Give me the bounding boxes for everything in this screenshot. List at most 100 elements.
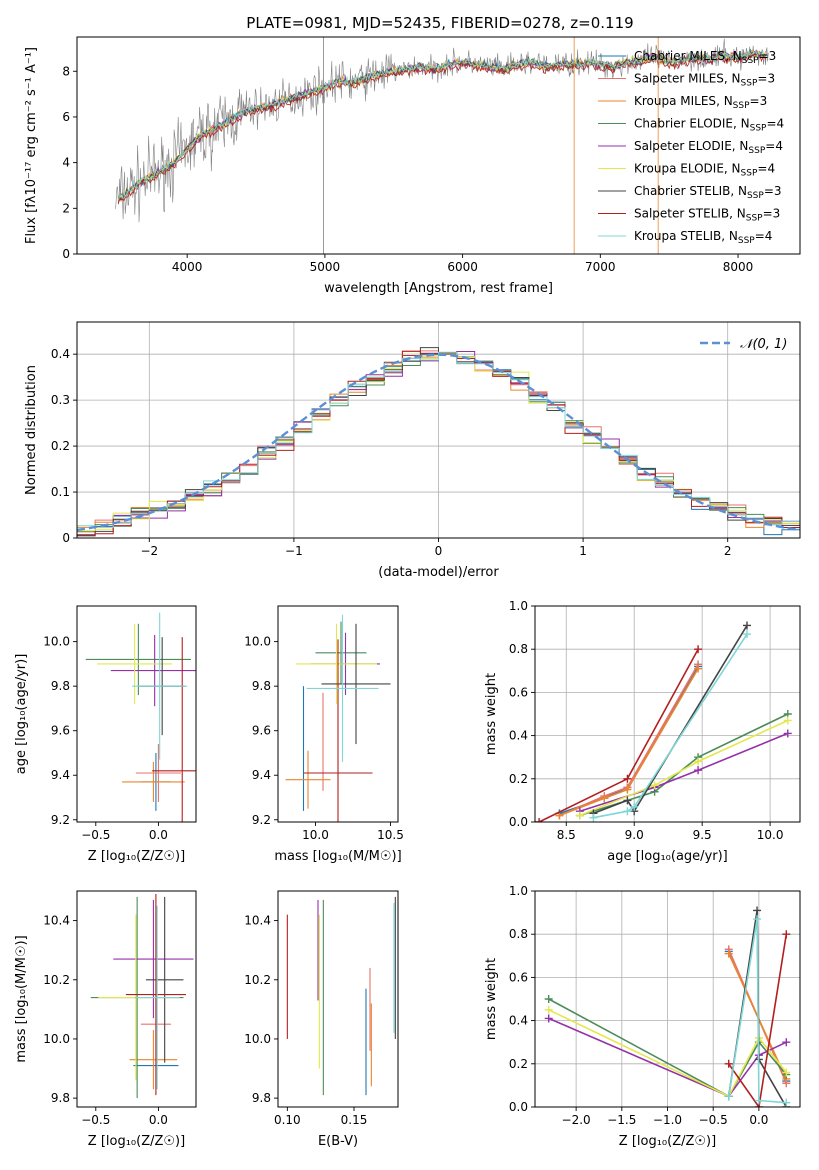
y-axis-label: Normed distribution xyxy=(24,365,39,495)
panel-mass-vs-ebv: 0.10 0.15 9.8 10.0 10.2 10.4 E(B-V) xyxy=(244,890,399,1149)
x-tick-label: −1.0 xyxy=(653,1113,682,1127)
panel-mass-vs-Z: −0.5 0.0 9.8 10.0 10.2 10.4 Z [log₁₀(Z/Z☉)] mas… xyxy=(14,890,197,1149)
y-tick-label: 0.2 xyxy=(51,439,70,453)
legend-nssp-subscript: SSP xyxy=(746,214,763,224)
x-tick-label: 0.0 xyxy=(149,828,168,842)
x-axis-label: age [log₁₀(age/yr)] xyxy=(607,849,728,864)
y-tick-label: 10.0 xyxy=(43,1032,70,1046)
plot-area xyxy=(77,347,800,537)
x-tick-label: −0.5 xyxy=(699,1113,728,1127)
y-tick-label: 9.8 xyxy=(252,1091,271,1105)
y-tick-label: 10.2 xyxy=(244,973,271,987)
weight-line xyxy=(727,918,787,1104)
plot-area xyxy=(535,621,792,822)
legend-entry: Salpeter MILES, NSSP=3 xyxy=(634,72,775,89)
y-axis-label: mass [log₁₀(M/M☉)] xyxy=(14,935,29,1062)
legend-entry: Chabrier STELIB, NSSP=3 xyxy=(634,184,782,201)
y-tick-label: 9.8 xyxy=(252,679,271,693)
y-tick-label: 9.8 xyxy=(51,679,70,693)
x-tick-label: −2 xyxy=(140,544,158,558)
y-tick-label: 0.4 xyxy=(509,729,528,743)
x-tick-label: 10.0 xyxy=(302,828,329,842)
legend-nssp-subscript: SSP xyxy=(741,169,758,179)
legend: 𝒩(0, 1) xyxy=(700,337,787,352)
model-spectrum xyxy=(117,51,767,205)
legend-nssp-prefix: , N xyxy=(724,162,741,176)
x-axis-label: Z [log₁₀(Z/Z☉)] xyxy=(88,1134,185,1149)
weight-marker xyxy=(724,1092,733,1101)
weight-marker xyxy=(724,949,733,958)
weight-marker xyxy=(544,995,553,1003)
weight-line xyxy=(579,732,789,812)
legend-entry: Kroupa ELODIE, NSSP=4 xyxy=(634,162,775,179)
x-tick-label: 5000 xyxy=(310,260,341,274)
x-axis-label: Z [log₁₀(Z/Z☉)] xyxy=(88,849,185,864)
y-tick-label: 10.0 xyxy=(244,1032,271,1046)
weight-marker xyxy=(630,802,639,811)
figure-title: PLATE=0981, MJD=52435, FIBERID=0278, z=0… xyxy=(246,14,633,32)
weight-line xyxy=(559,663,699,817)
y-tick-label: 0.3 xyxy=(51,393,70,407)
weight-line xyxy=(548,1017,787,1098)
legend-nssp-prefix: , N xyxy=(729,207,746,221)
weight-marker xyxy=(783,716,792,725)
y-axis-label: age [log₁₀(age/yr)] xyxy=(14,654,29,775)
y-tick-label: 0 xyxy=(62,531,70,545)
x-tick-label: 0.0 xyxy=(149,1113,168,1127)
model-spectrum xyxy=(117,49,766,201)
x-tick-label: 8000 xyxy=(723,260,754,274)
x-tick-label: 10.5 xyxy=(377,828,404,842)
legend-entry: Salpeter ELODIE, NSSP=4 xyxy=(634,139,783,156)
legend-nssp-value: =4 xyxy=(765,139,783,153)
weight-marker xyxy=(783,729,792,738)
legend-nssp-value: =4 xyxy=(766,117,784,131)
x-axis-label: mass [log₁₀(M/M☉)] xyxy=(274,849,401,864)
weight-marker xyxy=(694,664,703,673)
y-tick-label: 9.4 xyxy=(252,768,271,782)
x-tick-label: 0.0 xyxy=(749,1113,768,1127)
x-tick-label: −1 xyxy=(285,544,303,558)
legend-series-name: Kroupa STELIB xyxy=(634,229,721,243)
weight-line xyxy=(579,719,789,817)
plot-area xyxy=(85,612,196,822)
x-tick-label: −0.5 xyxy=(81,828,110,842)
y-tick-label: 8 xyxy=(62,64,70,78)
axes-frame xyxy=(277,605,399,823)
y-axis-label: Flux [fλ10⁻¹⁷ erg cm⁻² s⁻¹ A⁻¹] xyxy=(24,47,39,244)
panel-age-vs-Z: −0.5 0.0 9.2 9.4 9.6 9.8 10.0 Z [log₁₀(Z/Z☉)] ag… xyxy=(14,605,197,864)
legend-entry: 𝒩(0, 1) xyxy=(740,337,787,352)
y-tick-label: 9.8 xyxy=(51,1091,70,1105)
legend-nssp-prefix: , N xyxy=(721,229,738,243)
x-tick-label: 0.15 xyxy=(341,1113,368,1127)
weight-marker xyxy=(650,781,659,790)
y-tick-label: 6 xyxy=(62,110,70,124)
weight-marker xyxy=(782,930,791,939)
y-tick-label: 1.0 xyxy=(509,884,528,898)
legend-nssp-value: =3 xyxy=(750,94,768,108)
weight-marker xyxy=(600,794,609,803)
y-tick-label: 0 xyxy=(62,247,70,261)
y-axis-label: mass weight xyxy=(484,673,499,755)
x-tick-label: 9.5 xyxy=(693,828,712,842)
legend-nssp-prefix: , N xyxy=(725,49,742,63)
x-tick-label: −0.5 xyxy=(81,1113,110,1127)
weight-line xyxy=(559,668,699,817)
axes-frame xyxy=(277,890,399,1108)
plot-area xyxy=(286,896,396,1096)
y-tick-label: 0.1 xyxy=(51,485,70,499)
plot-area xyxy=(90,893,194,1099)
residual-histogram xyxy=(77,351,800,528)
weight-marker xyxy=(724,1059,733,1068)
weight-marker xyxy=(782,1098,791,1107)
panel-weight-vs-age: 8.5 9.0 9.5 10.0 0.0 0.2 0.4 0.6 0.8 1.0 age [log₁… xyxy=(484,599,801,864)
plot-area xyxy=(285,614,391,822)
legend-entry: Chabrier ELODIE, NSSP=4 xyxy=(634,117,784,134)
weight-marker xyxy=(754,1096,763,1105)
y-tick-label: 0.8 xyxy=(509,927,528,941)
weight-marker xyxy=(544,1014,553,1023)
weight-line xyxy=(593,633,748,819)
y-tick-label: 10.4 xyxy=(43,914,70,928)
panel-residuals: 𝒩(0, 1) −2 −1 0 1 2 0 0.1 0.2 0.3 0.4 (data-model)/… xyxy=(24,321,801,580)
y-tick-label: 10.2 xyxy=(43,973,70,987)
